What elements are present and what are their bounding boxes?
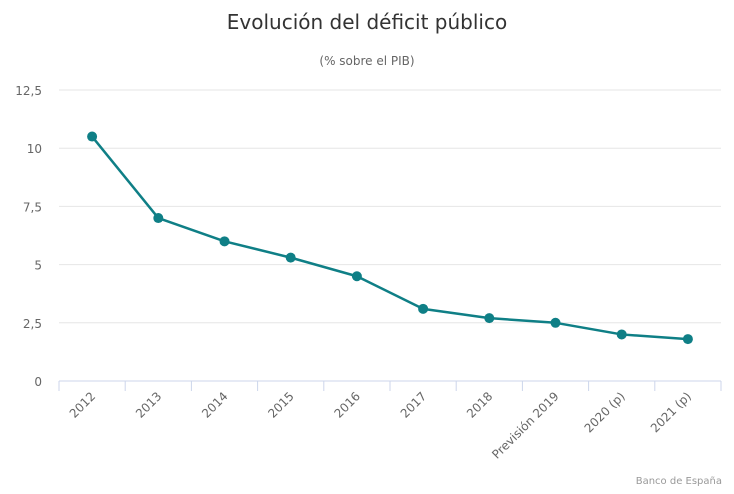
y-tick-label: 0 xyxy=(34,375,42,389)
chart-subtitle: (% sobre el PIB) xyxy=(319,54,414,68)
x-tick-label: 2012 xyxy=(67,389,98,420)
x-tick-label: 2017 xyxy=(398,389,429,420)
x-tick-label: 2016 xyxy=(332,389,363,420)
data-point[interactable] xyxy=(351,271,362,282)
y-tick-label: 7,5 xyxy=(23,200,42,214)
data-point[interactable] xyxy=(153,213,164,224)
y-tick-label: 2,5 xyxy=(23,317,42,331)
y-tick-label: 12,5 xyxy=(15,84,42,98)
y-tick-label: 5 xyxy=(34,259,42,273)
data-point[interactable] xyxy=(285,252,296,263)
x-tick-label: 2015 xyxy=(265,389,296,420)
data-point[interactable] xyxy=(418,303,429,314)
x-tick-label: 2014 xyxy=(199,389,230,420)
data-point[interactable] xyxy=(616,329,627,340)
chart-title: Evolución del déficit público xyxy=(227,10,507,34)
data-point[interactable] xyxy=(550,317,561,328)
x-tick-label: Previsión 2019 xyxy=(489,389,561,461)
data-point[interactable] xyxy=(219,236,230,247)
chart-credit[interactable]: Banco de España xyxy=(636,476,722,487)
x-tick-label: 2018 xyxy=(464,389,495,420)
data-point[interactable] xyxy=(484,313,495,324)
x-tick-label: 2021 (p) xyxy=(648,389,694,435)
y-tick-label: 10 xyxy=(27,142,42,156)
data-point[interactable] xyxy=(87,131,98,142)
x-tick-label: 2020 (p) xyxy=(582,389,628,435)
x-tick-label: 2013 xyxy=(133,389,164,420)
data-point[interactable] xyxy=(682,334,693,345)
series-line xyxy=(91,135,688,341)
